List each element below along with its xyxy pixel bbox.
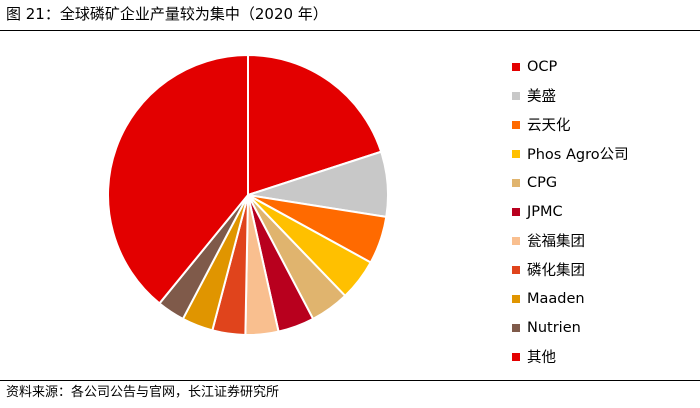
legend-item: CPG: [512, 168, 629, 197]
legend-label: 瓮福集团: [527, 234, 585, 250]
legend-swatch: [512, 323, 520, 332]
legend-swatch: [512, 178, 520, 187]
legend-swatch: [512, 265, 520, 274]
legend-swatch: [512, 294, 520, 303]
legend-item: 瓮福集团: [512, 226, 629, 255]
legend-item: OCP: [512, 52, 629, 81]
pie-chart: [107, 54, 389, 336]
legend-label: 其他: [527, 350, 556, 366]
legend-label: 云天化: [527, 118, 571, 134]
source-divider: [0, 380, 700, 381]
legend-swatch: [512, 91, 520, 100]
legend-item: Maaden: [512, 284, 629, 313]
legend-label: Nutrien: [527, 319, 581, 336]
legend-swatch: [512, 120, 520, 129]
legend-label: OCP: [527, 58, 558, 75]
legend-item: Nutrien: [512, 313, 629, 342]
legend-item: 云天化: [512, 110, 629, 139]
figure-title: 图 21：全球磷矿企业产量较为集中（2020 年）: [6, 5, 328, 23]
legend-label: 磷化集团: [527, 263, 585, 279]
chart-legend: OCP 美盛云天化 Phos Agro公司 CPG JPMC 瓮福集团磷化集团 Maaden…: [512, 52, 629, 371]
legend-swatch: [512, 352, 520, 361]
legend-label: JPMC: [527, 203, 563, 220]
legend-item: JPMC: [512, 197, 629, 226]
legend-item: 美盛: [512, 81, 629, 110]
pie-slice-1: [247, 54, 383, 196]
legend-swatch: [512, 62, 520, 71]
legend-item: 磷化集团: [512, 255, 629, 284]
title-divider: [0, 30, 700, 31]
legend-swatch: [512, 207, 520, 216]
source-note: 资料来源：各公司公告与官网，长江证券研究所: [6, 385, 280, 400]
legend-item: Phos Agro公司: [512, 139, 629, 168]
legend-label: 美盛: [527, 89, 556, 105]
legend-item: 其他: [512, 342, 629, 371]
legend-swatch: [512, 236, 520, 245]
legend-label: CPG: [527, 174, 558, 191]
legend-label: Maaden: [527, 290, 585, 307]
legend-label: Phos Agro公司: [527, 147, 629, 163]
pie-slice-11: [107, 54, 249, 305]
legend-swatch: [512, 149, 520, 158]
